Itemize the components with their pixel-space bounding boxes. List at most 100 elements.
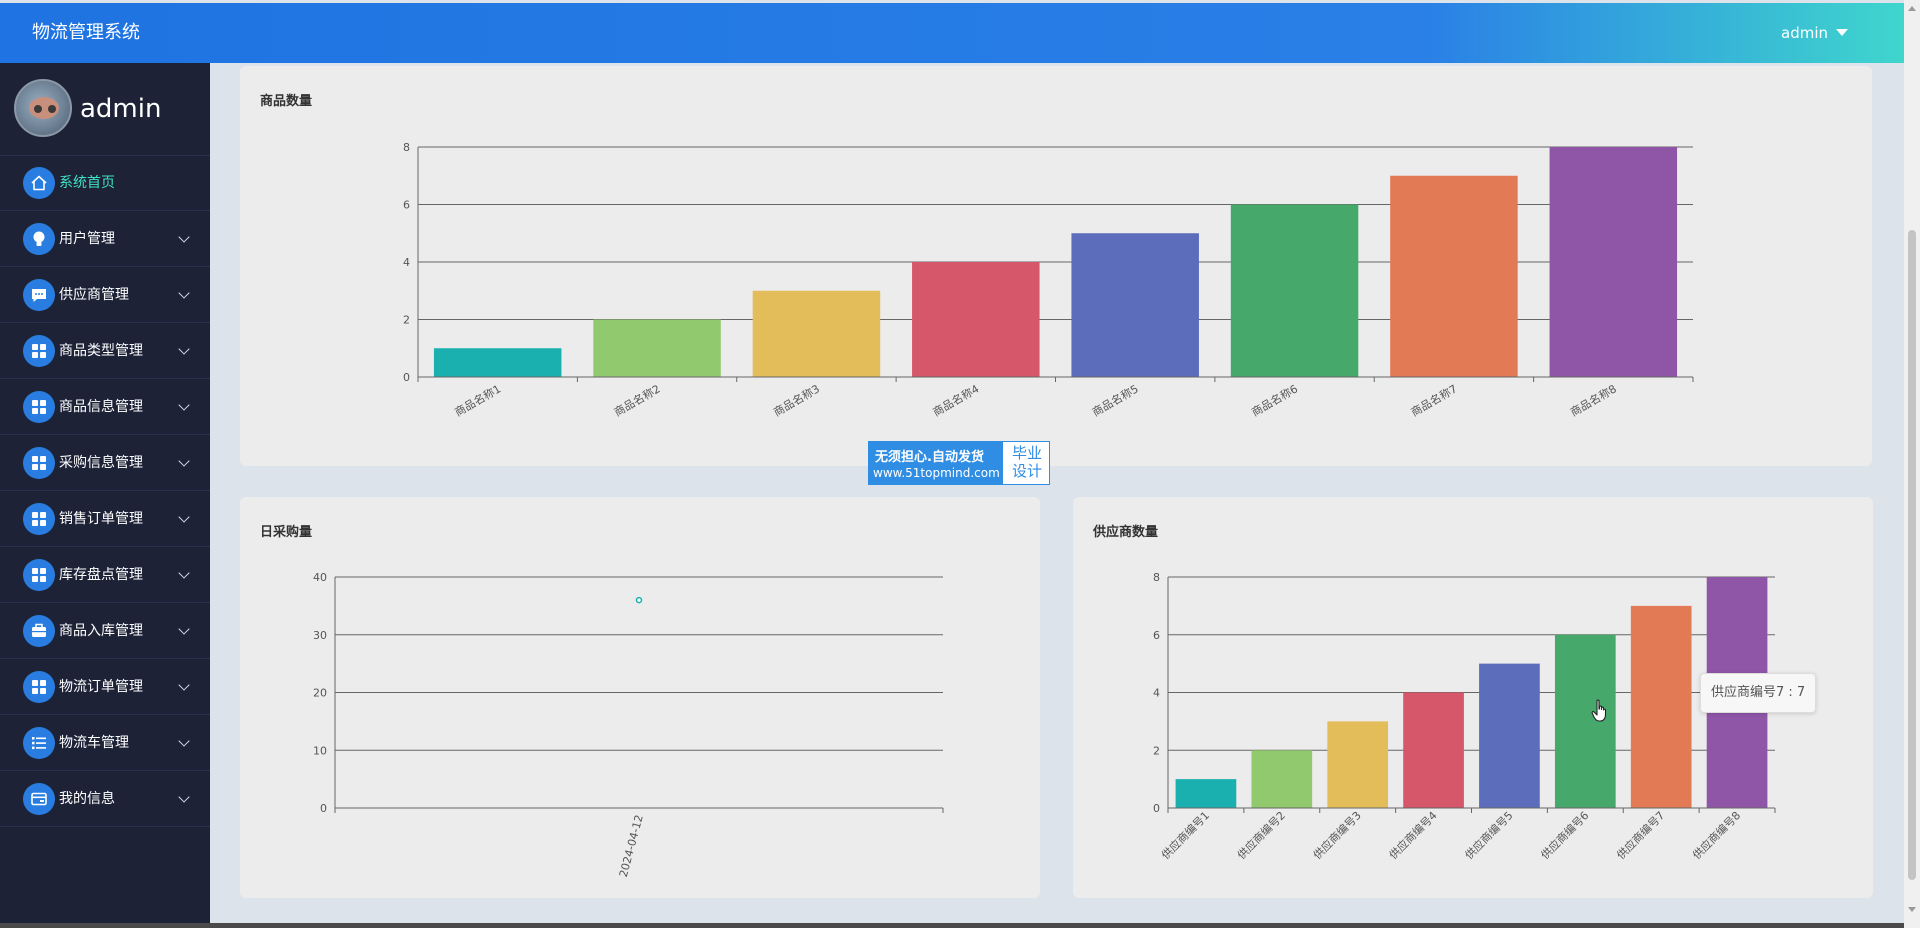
bar — [1554, 634, 1616, 808]
sidebar-item-inventory-management[interactable]: 库存盘点管理 — [0, 547, 210, 603]
sidebar-item-label: 采购信息管理 — [59, 455, 143, 471]
x-tick-label: 供应商编号1 — [1158, 808, 1212, 862]
grid-icon — [23, 446, 55, 479]
x-tick-label: 商品名称2 — [611, 381, 662, 419]
sidebar-item-label: 商品类型管理 — [59, 343, 143, 359]
y-tick-label: 6 — [403, 199, 410, 212]
scrollbar-thumb[interactable] — [1908, 230, 1916, 880]
y-tick-label: 30 — [313, 629, 327, 642]
app-title: 物流管理系统 — [32, 22, 140, 43]
sidebar-item-vehicle-management[interactable]: 物流车管理 — [0, 715, 210, 771]
hand-cursor-icon — [1591, 699, 1607, 722]
y-tick-label: 2 — [403, 314, 410, 327]
x-tick-label: 商品名称1 — [452, 381, 503, 419]
chart-tooltip: 供应商编号7 : 7 — [1700, 673, 1817, 713]
bar — [1549, 147, 1678, 377]
user-menu-label: admin — [1781, 24, 1828, 42]
x-tick-label: 供应商编号6 — [1538, 808, 1592, 862]
avatar-eye — [34, 105, 42, 113]
sidebar-item-stock-in-management[interactable]: 商品入库管理 — [0, 603, 210, 659]
y-tick-label: 0 — [403, 371, 410, 384]
x-tick-label: 商品名称3 — [771, 381, 822, 419]
bar — [433, 348, 562, 377]
x-tick-label: 供应商编号7 — [1614, 808, 1668, 862]
sidebar-item-supplier-management[interactable]: 供应商管理 — [0, 267, 210, 323]
profile-block: admin — [0, 63, 210, 156]
bar — [1390, 175, 1518, 377]
bulb-icon — [23, 222, 55, 255]
list-icon — [23, 726, 55, 759]
briefcase-icon — [23, 614, 55, 647]
daily-purchase-chart: 0 10 20 30 40 2024-04-12 — [313, 571, 944, 879]
x-tick-label: 商品名称6 — [1249, 381, 1300, 419]
chevron-down-icon — [178, 286, 190, 299]
profile-name: admin — [80, 94, 162, 124]
data-point — [635, 596, 643, 604]
chart-title: 商品数量 — [260, 94, 313, 109]
sidebar-item-label: 用户管理 — [59, 231, 115, 247]
user-menu[interactable]: admin — [1781, 3, 1848, 63]
watermark-badge-line2: 设计 — [1011, 462, 1042, 480]
y-tick-label: 40 — [313, 571, 327, 584]
y-tick-label: 4 — [1153, 687, 1160, 700]
bar — [1071, 233, 1199, 377]
y-tick-label: 2 — [1153, 744, 1160, 757]
sidebar-item-logistics-order-management[interactable]: 物流订单管理 — [0, 659, 210, 715]
chevron-down-icon — [178, 510, 190, 523]
grid-icon — [23, 334, 55, 367]
sidebar-item-label: 商品信息管理 — [59, 399, 143, 415]
scroll-up-icon[interactable] — [1908, 6, 1916, 11]
scroll-down-icon[interactable] — [1908, 907, 1916, 912]
grid-icon — [23, 558, 55, 591]
sidebar-item-label: 系统首页 — [59, 175, 115, 191]
bar — [1230, 204, 1359, 377]
y-tick-label: 6 — [1153, 629, 1160, 642]
bar — [593, 319, 721, 377]
y-tick-label: 10 — [313, 744, 327, 757]
avatar-face — [29, 97, 59, 119]
sidebar-item-my-info[interactable]: 我的信息 — [0, 771, 210, 827]
horizontal-scrollbar[interactable] — [0, 923, 1904, 928]
watermark-badge: 无须担心.自动发货 www.51topmind.com 毕业 设计 — [868, 441, 1050, 485]
chevron-down-icon — [178, 678, 190, 691]
sidebar-item-label: 库存盘点管理 — [59, 567, 143, 583]
bar — [1175, 779, 1237, 808]
sidebar-item-home[interactable]: 系统首页 — [0, 156, 210, 211]
y-tick-label: 0 — [320, 802, 327, 815]
chevron-down-icon — [178, 342, 190, 355]
chart-card-supplier-quantity: 供应商数量 0 2 4 6 8 供应商编号1 供应商编号2 供应商编号3 供应商编号4 供应商编号… — [1073, 497, 1873, 898]
chevron-down-icon — [178, 230, 190, 243]
sidebar-item-label: 销售订单管理 — [59, 511, 143, 527]
vertical-scrollbar[interactable] — [1904, 0, 1920, 928]
chevron-down-icon — [178, 454, 190, 467]
x-tick-label: 2024-04-12 — [617, 813, 646, 878]
x-tick-label: 供应商编号3 — [1310, 808, 1364, 862]
x-tick-label: 商品名称4 — [930, 381, 981, 419]
sidebar-item-label: 物流订单管理 — [59, 679, 143, 695]
sidebar-item-product-type-management[interactable]: 商品类型管理 — [0, 323, 210, 379]
y-tick-label: 20 — [313, 687, 327, 700]
x-tick-label: 供应商编号5 — [1462, 808, 1516, 862]
chevron-down-icon — [178, 398, 190, 411]
watermark-left: 无须担心.自动发货 www.51topmind.com — [869, 442, 1003, 484]
chevron-down-icon — [178, 790, 190, 803]
x-tick-label: 商品名称8 — [1568, 381, 1619, 419]
grid-icon — [23, 502, 55, 535]
y-tick-label: 8 — [403, 141, 410, 154]
product-quantity-chart: 0 2 4 6 8 商品名称1 商品名称2 商品名称3 商品名称4 商品名称5 商品名称6 商品名称7… — [403, 141, 1694, 419]
x-tick-label: 供应商编号8 — [1689, 808, 1743, 862]
watermark-badge-line1: 毕业 — [1011, 444, 1042, 462]
sidebar-item-purchase-info-management[interactable]: 采购信息管理 — [0, 435, 210, 491]
chevron-down-icon — [178, 622, 190, 635]
watermark-line1: 无须担心.自动发货 — [875, 450, 984, 465]
sidebar-item-sales-order-management[interactable]: 销售订单管理 — [0, 491, 210, 547]
chart-title: 日采购量 — [260, 525, 313, 540]
sidebar-item-user-management[interactable]: 用户管理 — [0, 211, 210, 267]
sidebar-item-product-info-management[interactable]: 商品信息管理 — [0, 379, 210, 435]
bar — [1630, 605, 1692, 808]
x-tick-label: 供应商编号2 — [1234, 808, 1288, 862]
x-tick-label: 供应商编号4 — [1386, 808, 1440, 862]
chart-title: 供应商数量 — [1093, 525, 1159, 540]
caret-down-icon — [1836, 29, 1848, 36]
y-tick-label: 0 — [1153, 802, 1160, 815]
